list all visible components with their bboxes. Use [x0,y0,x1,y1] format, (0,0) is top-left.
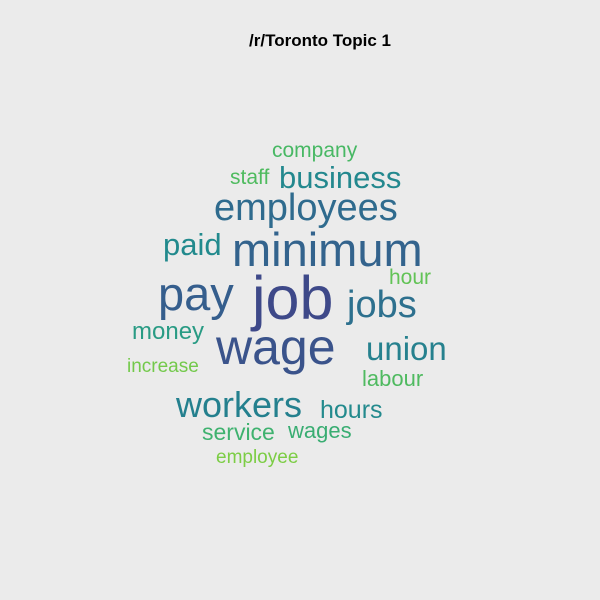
word-union: union [366,330,447,367]
word-job: job [252,264,334,332]
word-jobs: jobs [347,284,417,326]
word-money: money [132,318,205,345]
word-service: service [202,419,275,445]
page-title: /r/Toronto Topic 1 [249,31,391,50]
word-employee: employee [216,447,299,468]
word-business: business [279,160,402,195]
word-wages: wages [288,418,352,443]
word-company: company [272,139,358,162]
word-hours: hours [320,396,383,424]
word-pay: pay [158,267,234,320]
word-paid: paid [163,227,222,262]
word-workers: workers [176,384,303,425]
word-employees: employees [214,187,398,229]
word-hour: hour [389,266,432,289]
word-minimum: minimum [232,223,423,276]
word-labour: labour [362,366,424,391]
word-wage: wage [216,319,336,375]
word-staff: staff [230,166,270,189]
word-increase: increase [127,356,199,377]
